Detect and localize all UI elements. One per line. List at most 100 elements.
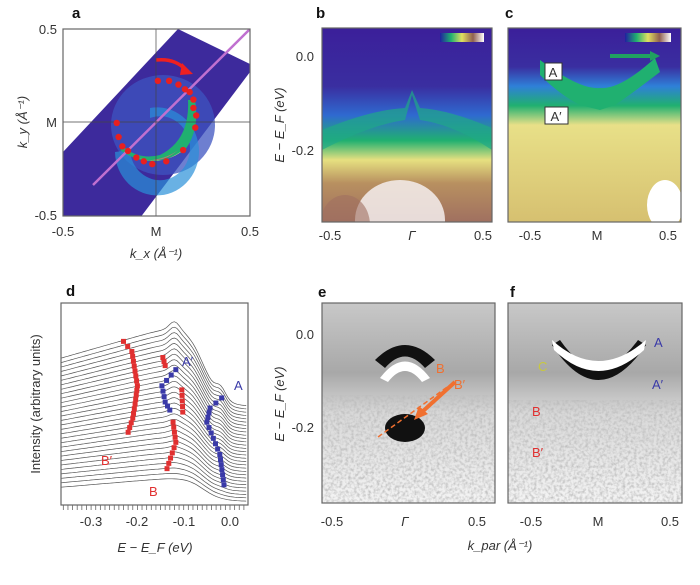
peak-marker-B′ (127, 425, 133, 431)
peak-marker-A (219, 467, 225, 473)
peak-marker-A (212, 441, 218, 447)
xlabel-kpar: k_par (Å⁻¹) (468, 538, 533, 553)
xtick-a: -0.5 (52, 224, 74, 239)
edc-curve (60, 353, 247, 426)
peak-marker-A (218, 462, 224, 468)
ytick-a: M (46, 115, 57, 130)
peak-marker-A (218, 457, 224, 463)
peak-marker-B′ (131, 363, 137, 369)
plot-frame-a (62, 28, 251, 217)
peak-marker-B′ (134, 383, 140, 389)
peak-marker-B′ (133, 392, 139, 398)
ylabel-e: E − E_F (eV) (272, 366, 287, 441)
peak-marker-A (215, 446, 221, 452)
peak-marker-B-upper (161, 359, 167, 365)
panel-label-a: a (72, 5, 81, 22)
peak-marker-B-upper (160, 355, 166, 361)
peak-marker-A (206, 425, 212, 431)
peak-marker-A′ (167, 407, 173, 413)
peak-marker-B (171, 424, 177, 430)
edc-curve (60, 424, 247, 469)
ytick-b: 0.0 (296, 49, 314, 64)
peak-marker-A′ (164, 377, 170, 383)
colorbar-b (440, 33, 484, 42)
annotation-B: B (149, 484, 158, 499)
annotation-A: A (234, 378, 243, 393)
peak-marker-B′ (121, 338, 127, 344)
xtick-e: -0.5 (321, 514, 343, 529)
xtick-e: 0.5 (468, 514, 486, 529)
xlabel-d: E − E_F (eV) (117, 540, 192, 555)
edc-curve (60, 343, 247, 420)
edc-curve (60, 321, 247, 406)
panel-label-f: f (510, 284, 516, 301)
edc-curve (60, 375, 247, 439)
peak-marker-A′ (162, 399, 168, 405)
panel-b: b 0.0 -0.2 -0.5 Γ 0.5 E − E_F (eV) (272, 5, 493, 243)
xtick-b: -0.5 (319, 228, 341, 243)
xtick-a: M (151, 224, 162, 239)
edc-curve (60, 370, 247, 436)
peak-marker-B′ (125, 343, 131, 349)
edc-curve (60, 467, 247, 495)
peak-marker-B (171, 445, 177, 451)
plot-frame-e (321, 302, 496, 504)
peak-marker-B (170, 419, 176, 425)
panel-label-e: e (318, 284, 326, 301)
fermi-point (163, 158, 170, 165)
fermi-point (149, 160, 156, 168)
peak-marker-B′ (125, 429, 131, 435)
peak-marker-A (213, 400, 219, 406)
peak-marker-B′ (133, 373, 139, 379)
peak-marker-A (205, 414, 211, 420)
panel-label-d: d (66, 283, 75, 300)
peak-marker-B-mid (180, 409, 186, 415)
edc-curve (60, 326, 247, 410)
peak-marker-A (217, 452, 223, 457)
edc-curve (60, 478, 247, 502)
peak-marker-B (171, 429, 177, 435)
peak-marker-A′ (161, 394, 167, 400)
peak-marker-B (164, 466, 170, 472)
annotation-C: C (538, 359, 547, 374)
panel-a: a 0.5 M -0.5 -0.5 M 0.5 k_x (Å⁻¹) k_y (Å… (15, 5, 259, 261)
panel-label-b: b (316, 5, 325, 22)
edc-curve (60, 462, 247, 492)
ylabel-b: E − E_F (eV) (272, 87, 287, 162)
panel-label-c: c (505, 5, 513, 22)
annotation-B: B (532, 404, 541, 419)
peak-marker-A (208, 430, 214, 436)
ytick-e: 0.0 (296, 327, 314, 342)
peak-marker-A′ (164, 403, 170, 409)
edc-curve (60, 380, 247, 443)
peak-marker-B′ (132, 401, 138, 407)
xtick-d: -0.2 (126, 514, 148, 529)
xtick-f: -0.5 (520, 514, 542, 529)
edc-curve (60, 391, 247, 449)
plot-frame-d (60, 302, 249, 506)
annotation-A-prime: A′ (182, 354, 194, 369)
edc-curve (60, 440, 247, 479)
edc-curve (60, 359, 247, 430)
annotation-B: B (436, 361, 445, 376)
peak-marker-A (207, 405, 213, 411)
panel-f: f A A′ B B′ C -0.5 M 0.5 (507, 284, 683, 529)
fermi-point (175, 81, 182, 88)
xtick-c: M (592, 228, 603, 243)
peak-marker-B (169, 450, 175, 456)
edc-curve (60, 429, 247, 472)
ytick-e: -0.2 (292, 420, 314, 435)
xlabel-a: k_x (Å⁻¹) (130, 246, 182, 261)
fermi-point (186, 88, 193, 96)
xtick-f: M (593, 514, 604, 529)
fermi-point (165, 77, 173, 85)
plot-frame-c (507, 27, 682, 223)
fermi-point (192, 124, 199, 131)
peak-marker-B′ (134, 378, 140, 384)
plot-frame-b (321, 27, 493, 223)
peak-marker-B′ (134, 387, 140, 393)
peak-marker-B′ (132, 368, 138, 374)
peak-marker-A (206, 410, 212, 416)
annotation-A: A (549, 65, 558, 80)
